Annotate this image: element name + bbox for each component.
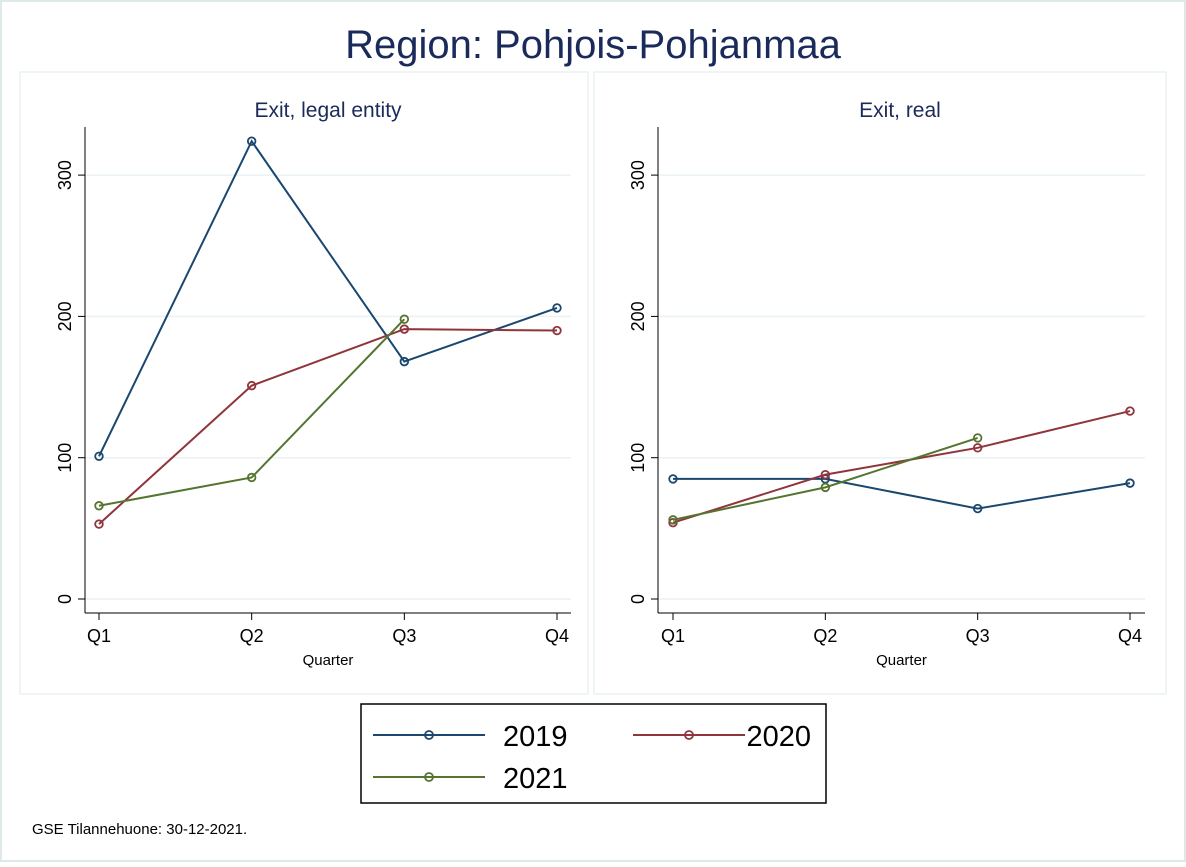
x-tick-label: Q3 xyxy=(392,626,416,646)
x-tick-label: Q2 xyxy=(813,626,837,646)
y-tick-label: 0 xyxy=(55,594,75,604)
data-point-2021 xyxy=(94,501,104,511)
legend-box xyxy=(360,703,827,804)
y-tick-label: 200 xyxy=(628,301,648,331)
data-point-2019 xyxy=(246,136,257,146)
x-tick-label: Q4 xyxy=(1118,626,1142,646)
data-point-2020 xyxy=(972,443,983,453)
y-tick-label: 100 xyxy=(55,443,75,473)
series-line-2021 xyxy=(672,436,978,521)
data-point-2019 xyxy=(399,356,410,367)
data-point-2020 xyxy=(399,324,410,334)
data-point-2020 xyxy=(94,519,104,529)
legend-label: 2019 xyxy=(503,721,568,753)
series-line-2020 xyxy=(672,410,1131,524)
data-point-2021 xyxy=(246,472,257,483)
y-tick-label: 100 xyxy=(628,443,648,473)
series-line-2021 xyxy=(98,318,406,507)
legend-label: 2020 xyxy=(746,721,811,753)
x-tick-label: Q3 xyxy=(966,626,990,646)
series-line-2020 xyxy=(98,328,558,525)
legend-item-2021: 2021 xyxy=(373,763,568,795)
panel-frame-right xyxy=(593,71,1167,695)
data-point-2020 xyxy=(552,325,562,336)
x-tick-label: Q1 xyxy=(661,626,685,646)
panel-1: Exit, legal entity 0 100 200 300 Q1 Q2 Q3 Q4 Quar… xyxy=(55,99,571,669)
series-line-2019 xyxy=(98,139,558,457)
panel-frame-left xyxy=(19,71,589,695)
data-point-2021 xyxy=(399,314,410,324)
data-point-2019 xyxy=(1125,478,1135,488)
legend-item-2020: 2020 xyxy=(633,721,811,753)
panel-title: Exit, legal entity xyxy=(254,99,402,122)
data-point-2019 xyxy=(94,451,104,461)
x-axis-label: Quarter xyxy=(303,652,354,669)
panel-title: Exit, real xyxy=(859,99,941,122)
x-tick-label: Q2 xyxy=(240,626,264,646)
y-tick-label: 200 xyxy=(55,301,75,331)
data-point-2021 xyxy=(820,482,831,493)
series-line-2019 xyxy=(673,477,1131,510)
legend-item-2019: 2019 xyxy=(373,721,568,753)
figure-title: Region: Pohjois-Pohjanmaa xyxy=(345,23,842,67)
data-point-2020 xyxy=(820,469,831,480)
x-axis-label: Quarter xyxy=(876,652,927,669)
y-tick-label: 300 xyxy=(55,160,75,190)
data-point-2020 xyxy=(246,380,257,391)
panel-2: Exit, real 0 100 200 300 Q1 Q2 Q3 Q4 Quarter xyxy=(628,99,1145,669)
legend-label: 2021 xyxy=(503,763,568,795)
data-point-2019 xyxy=(552,303,562,313)
data-point-2020 xyxy=(1125,406,1135,416)
data-point-2019 xyxy=(668,474,678,484)
y-tick-label: 0 xyxy=(628,594,648,604)
data-point-2019 xyxy=(972,503,983,514)
legend-marker xyxy=(684,730,694,740)
legend-marker xyxy=(424,772,434,782)
y-tick-label: 300 xyxy=(628,160,648,190)
data-point-2021 xyxy=(972,433,983,443)
x-tick-label: Q1 xyxy=(87,626,111,646)
legend: 2019 2020 2021 xyxy=(360,703,827,804)
data-point-2021 xyxy=(668,515,678,525)
x-tick-label: Q4 xyxy=(545,626,569,646)
footnote: GSE Tilannehuone: 30-12-2021. xyxy=(32,821,247,838)
legend-marker xyxy=(424,730,434,740)
